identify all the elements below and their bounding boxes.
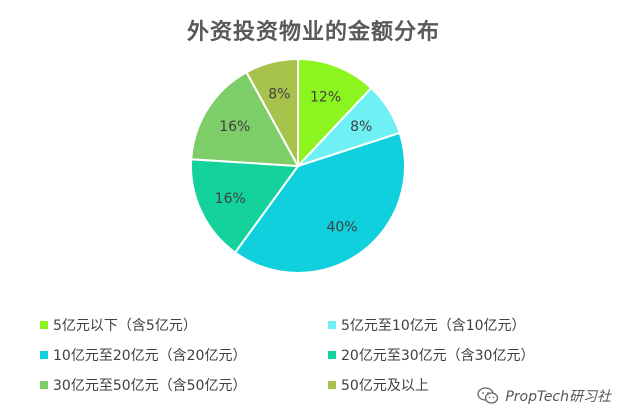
- legend-swatch: [328, 381, 336, 389]
- watermark: PropTech研习社: [477, 386, 611, 406]
- slice-value-label-4: 16%: [215, 191, 246, 207]
- legend-item-3: 10亿元至20亿元（含20亿元）: [40, 346, 246, 364]
- legend-item-1: 5亿元以下（含5亿元）: [40, 316, 197, 334]
- pie-slice-5: [190, 70, 300, 168]
- legend-label: 5亿元以下（含5亿元）: [53, 318, 197, 334]
- legend-label: 5亿元至10亿元（含10亿元）: [341, 318, 526, 334]
- slice-value-label-1: 12%: [310, 89, 341, 105]
- legend-swatch: [328, 351, 336, 359]
- legend-swatch: [40, 321, 48, 329]
- watermark-text: PropTech研习社: [505, 389, 611, 405]
- chart-title: 外资投资物业的金额分布: [186, 20, 440, 45]
- legend-label: 30亿元至50亿元（含50亿元）: [53, 378, 247, 394]
- pie-slice-4: [190, 158, 300, 254]
- legend-swatch: [328, 321, 336, 329]
- legend-swatch: [40, 381, 48, 389]
- legend-item-2: 5亿元至10亿元（含10亿元）: [328, 316, 526, 334]
- pie-slice-6: [245, 57, 299, 167]
- legend-item-4: 20亿元至30亿元（含30亿元）: [328, 346, 534, 364]
- wechat-icon: [477, 387, 499, 404]
- pie-slice-1: [297, 57, 373, 169]
- slice-value-label-2: 8%: [350, 119, 372, 135]
- pie-chart: 12% 8% 40% 16% 16% 8%: [190, 57, 406, 274]
- pie-slice-3: [233, 131, 406, 274]
- legend-label: 50亿元及以上: [341, 378, 429, 394]
- slice-value-label-6: 8%: [268, 86, 290, 102]
- legend-label: 10亿元至20亿元（含20亿元）: [53, 348, 247, 364]
- slice-value-label-5: 16%: [219, 119, 250, 135]
- legend-swatch: [40, 351, 48, 359]
- slice-value-label-3: 40%: [326, 220, 357, 236]
- legend-label: 20亿元至30亿元（含30亿元）: [341, 348, 535, 364]
- legend-item-5: 30亿元至50亿元（含50亿元）: [40, 376, 246, 394]
- legend-item-6: 50亿元及以上: [328, 376, 429, 394]
